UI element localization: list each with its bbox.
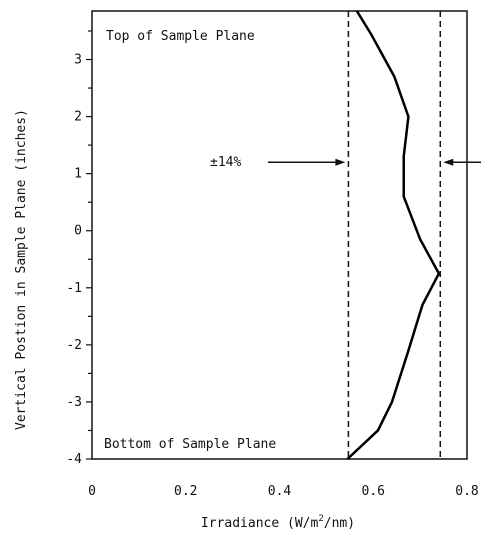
x-tick-label: 0.8 (455, 484, 478, 499)
x-axis-label-suffix: /nm) (324, 516, 355, 531)
x-axis-label-main: Irradiance (W/m (201, 516, 319, 531)
x-tick-label: 0.4 (268, 484, 292, 499)
irradiance-series-line (347, 11, 438, 459)
y-tick-label: 1 (74, 167, 82, 182)
y-tick-label: -3 (66, 395, 82, 410)
y-tick-label: -2 (66, 338, 82, 353)
x-axis-label: Irradiance (W/m2/nm) (201, 514, 355, 531)
left-arrow-head (335, 159, 345, 166)
plot-frame (92, 11, 467, 459)
x-tick-label: 0.2 (174, 484, 197, 499)
y-axis-label: Vertical Postion in Sample Plane (inches… (14, 109, 29, 430)
y-tick-label: 3 (74, 53, 82, 68)
percent-variation-label: ±14% (210, 155, 241, 170)
x-tick-label: 0 (88, 484, 96, 499)
y-tick-label: 0 (74, 224, 82, 239)
y-tick-label: 2 (74, 110, 82, 125)
x-tick-label: 0.6 (362, 484, 385, 499)
right-arrow-head (443, 159, 453, 166)
y-tick-label: -4 (66, 452, 82, 467)
bottom-of-sample-plane-label: Bottom of Sample Plane (104, 437, 276, 452)
top-of-sample-plane-label: Top of Sample Plane (106, 29, 255, 44)
y-tick-label: -1 (66, 281, 82, 296)
